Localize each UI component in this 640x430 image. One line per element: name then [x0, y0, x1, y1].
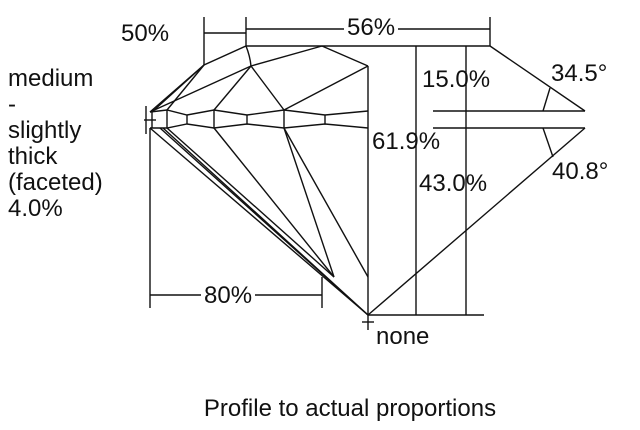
girdle-line: slightly: [8, 117, 82, 144]
girdle-thickness-label: medium - slightly thick (faceted) 4.0%: [8, 66, 103, 222]
pavilion-facets: [149, 127, 369, 316]
pavilion-angle-label: 40.8°: [552, 158, 609, 185]
table-percent-label: 56%: [344, 16, 399, 40]
pavilion-depth-label: 43.0%: [419, 170, 488, 197]
girdle-band: [149, 109, 369, 129]
girdle-crosshair: [144, 106, 156, 134]
crown-facet-ratio-label: 50%: [121, 20, 170, 47]
angle-diagram: [367, 87, 586, 316]
crown-angle-label: 34.5°: [551, 60, 608, 87]
girdle-line: (faceted): [8, 169, 103, 196]
girdle-line: 4.0%: [8, 195, 63, 222]
culet-label: none: [376, 323, 430, 350]
lower-half-label: 80%: [201, 284, 256, 308]
girdle-line: thick: [8, 143, 58, 170]
total-depth-label: 61.9%: [372, 128, 441, 155]
crown-facets: [149, 45, 369, 113]
girdle-line: medium: [8, 65, 94, 92]
caption: Profile to actual proportions: [203, 395, 497, 422]
girdle-line: -: [8, 91, 16, 118]
crown-height-label: 15.0%: [422, 66, 491, 93]
